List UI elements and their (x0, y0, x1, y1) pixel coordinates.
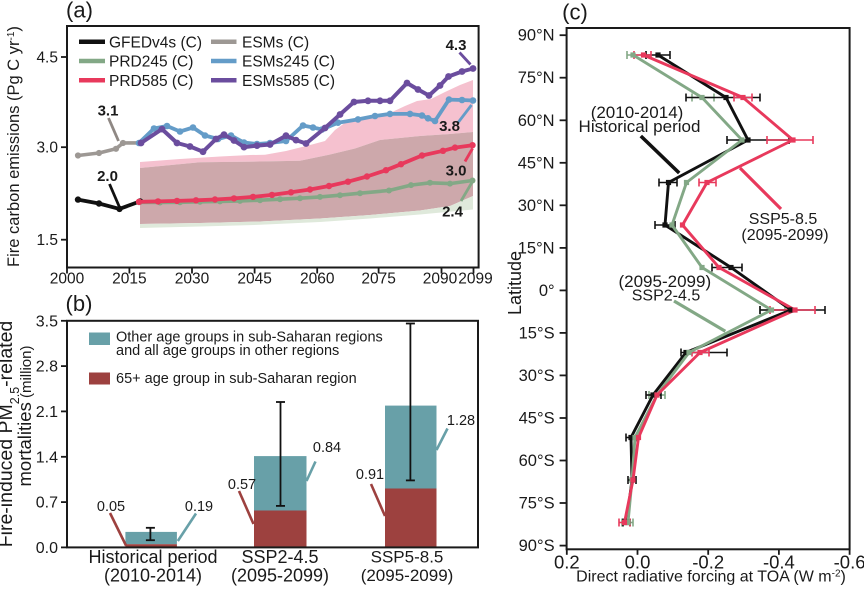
svg-text:0.05: 0.05 (97, 499, 125, 515)
svg-text:60°S: 60°S (519, 452, 555, 470)
svg-text:0.7: 0.7 (36, 495, 58, 512)
svg-text:ESMs585 (C): ESMs585 (C) (242, 73, 335, 90)
svg-text:(2010-2014): (2010-2014) (591, 103, 684, 122)
svg-text:0.91: 0.91 (356, 467, 384, 483)
svg-text:45°S: 45°S (519, 410, 555, 428)
svg-text:0.84: 0.84 (313, 440, 341, 456)
svg-text:2.0: 2.0 (97, 168, 118, 185)
svg-text:SSP2-4.5: SSP2-4.5 (632, 288, 701, 305)
svg-text:75°N: 75°N (518, 69, 555, 87)
svg-text:PRD585 (C): PRD585 (C) (109, 73, 193, 90)
svg-text:GFEDv4s (C): GFEDv4s (C) (109, 34, 202, 51)
svg-text:4.3: 4.3 (446, 37, 467, 54)
svg-text:0.57: 0.57 (228, 477, 256, 493)
svg-text:SSP5-8.5: SSP5-8.5 (749, 211, 818, 228)
svg-text:and all age groups in other re: and all age groups in other regions (116, 343, 339, 359)
svg-text:(2095-2099): (2095-2099) (231, 566, 329, 586)
svg-text:3.8: 3.8 (439, 118, 460, 135)
svg-text:Latitude: Latitude (505, 251, 525, 315)
svg-text:ESMs (C): ESMs (C) (242, 34, 309, 51)
svg-text:0.19: 0.19 (185, 499, 213, 515)
svg-text:(2095-2099): (2095-2099) (741, 227, 828, 244)
svg-text:Fire-induced PM2.5-related: Fire-induced PM2.5-related (0, 321, 22, 548)
svg-text:65+ age group in sub-Saharan r: 65+ age group in sub-Saharan region (116, 371, 357, 387)
svg-text:0.0: 0.0 (625, 552, 651, 573)
svg-text:2015: 2015 (112, 271, 146, 288)
svg-text:Historical period: Historical period (579, 117, 701, 136)
svg-text:3.0: 3.0 (36, 140, 58, 157)
svg-text:2000: 2000 (50, 271, 85, 288)
svg-text:0.0: 0.0 (36, 540, 58, 557)
svg-text:45°N: 45°N (518, 154, 555, 172)
svg-text:-0.4: -0.4 (763, 552, 795, 573)
svg-text:(2010-2014): (2010-2014) (104, 566, 202, 586)
svg-text:(a): (a) (66, 0, 93, 23)
svg-text:2060: 2060 (300, 271, 335, 288)
svg-text:SSP2-4.5: SSP2-4.5 (241, 547, 318, 567)
svg-text:15°N: 15°N (518, 239, 555, 257)
svg-text:1.4: 1.4 (36, 449, 58, 466)
svg-text:-0.2: -0.2 (692, 552, 724, 573)
svg-text:4.5: 4.5 (36, 50, 58, 67)
svg-text:0.2: 0.2 (554, 552, 580, 573)
svg-text:(2095-2099): (2095-2099) (361, 566, 454, 585)
svg-text:2090: 2090 (423, 271, 458, 288)
svg-text:(2095-2099): (2095-2099) (618, 272, 711, 291)
svg-text:ESMs245 (C): ESMs245 (C) (242, 54, 335, 71)
svg-text:1.28: 1.28 (447, 413, 475, 429)
svg-text:30°N: 30°N (518, 197, 555, 215)
svg-text:15°S: 15°S (519, 324, 555, 342)
svg-text:Other age groups in sub-Sahara: Other age groups in sub-Saharan regions (116, 330, 383, 346)
svg-text:2.4: 2.4 (442, 204, 464, 221)
svg-text:Historical period: Historical period (88, 547, 217, 567)
svg-text:3.5: 3.5 (36, 313, 58, 330)
svg-text:2.8: 2.8 (36, 359, 58, 376)
svg-text:1.5: 1.5 (36, 232, 58, 249)
svg-text:PRD245 (C): PRD245 (C) (109, 54, 193, 71)
svg-text:75°S: 75°S (519, 495, 555, 513)
svg-text:90°S: 90°S (519, 537, 555, 555)
svg-text:90°N: 90°N (518, 27, 555, 45)
svg-text:mortalities (million): mortalities (million) (14, 346, 35, 487)
svg-text:2.1: 2.1 (36, 404, 58, 421)
svg-text:0°: 0° (539, 282, 555, 300)
svg-text:2099: 2099 (458, 271, 492, 288)
svg-text:30°S: 30°S (519, 367, 555, 385)
svg-text:2030: 2030 (175, 271, 210, 288)
svg-text:(b): (b) (66, 291, 93, 316)
svg-text:3.0: 3.0 (446, 163, 467, 180)
svg-text:2075: 2075 (361, 271, 395, 288)
svg-text:2045: 2045 (237, 271, 271, 288)
svg-text:60°N: 60°N (518, 112, 555, 130)
svg-text:SSP5-8.5: SSP5-8.5 (371, 548, 444, 567)
svg-text:3.1: 3.1 (98, 103, 119, 120)
svg-text:Fire carbon emissions (Pg C yr: Fire carbon emissions (Pg C yr-1) (5, 26, 23, 267)
svg-text:Direct radiative forcing at TO: Direct radiative forcing at TOA (W m-2) (576, 568, 846, 586)
svg-text:(c): (c) (562, 0, 588, 25)
svg-text:-0.6: -0.6 (834, 552, 864, 573)
